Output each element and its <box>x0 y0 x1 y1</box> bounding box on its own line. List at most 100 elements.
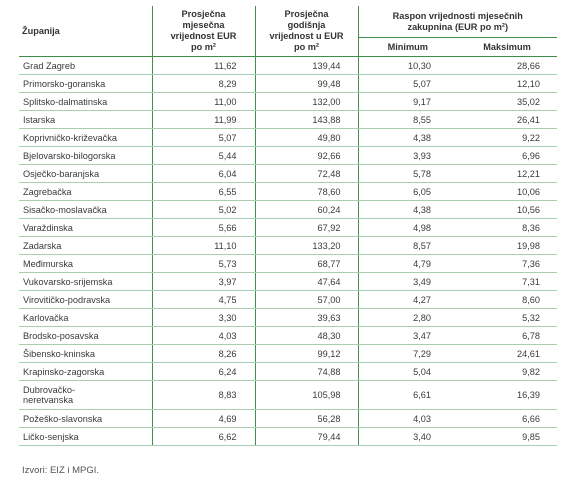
monthly-avg-value: 3,30 <box>151 308 255 327</box>
table-row: Koprivničko-križevačka 5,07 49,80 4,38 9,22 <box>19 128 558 147</box>
annual-avg-value: 92,66 <box>254 146 358 165</box>
county-name: Varaždinska <box>19 218 152 237</box>
county-name: Splitsko-dalmatinska <box>19 92 152 111</box>
table-row: Splitsko-dalmatinska 11,00 132,00 9,17 35,02 <box>19 92 558 111</box>
annual-avg-value: 74,88 <box>254 362 358 381</box>
minimum-value: 4,79 <box>357 254 457 273</box>
maximum-value: 12,10 <box>457 74 558 93</box>
annual-avg-value: 39,63 <box>254 308 358 327</box>
maximum-value: 8,60 <box>457 290 558 309</box>
monthly-avg-value: 11,62 <box>151 56 255 75</box>
maximum-value: 26,41 <box>457 110 558 129</box>
table-row: Šibensko-kninska 8,26 99,12 7,29 24,61 <box>19 344 558 363</box>
maximum-value: 9,82 <box>457 362 558 381</box>
maximum-value: 10,06 <box>457 182 558 201</box>
minimum-value: 8,55 <box>357 110 457 129</box>
monthly-avg-value: 4,69 <box>151 409 255 428</box>
monthly-avg-value: 5,07 <box>151 128 255 147</box>
monthly-avg-value: 11,10 <box>151 236 255 255</box>
annual-avg-value: 143,88 <box>254 110 358 129</box>
header-county: Županija <box>19 6 152 57</box>
annual-avg-value: 99,12 <box>254 344 358 363</box>
maximum-value: 8,36 <box>457 218 558 237</box>
county-name: Karlovačka <box>19 308 152 327</box>
minimum-value: 6,05 <box>357 182 457 201</box>
table-row: Bjelovarsko-bilogorska 5,44 92,66 3,93 6,96 <box>19 146 558 165</box>
minimum-value: 3,40 <box>357 427 457 446</box>
table-row: Međimurska 5,73 68,77 4,79 7,36 <box>19 254 558 273</box>
county-name: Istarska <box>19 110 152 129</box>
table-row: Zagrebačka 6,55 78,60 6,05 10,06 <box>19 182 558 201</box>
monthly-avg-value: 6,24 <box>151 362 255 381</box>
table-row: Požeško-slavonska 4,69 56,28 4,03 6,66 <box>19 409 558 428</box>
county-name: Ličko-senjska <box>19 427 152 446</box>
table-row: Krapinsko-zagorska 6,24 74,88 5,04 9,82 <box>19 362 558 381</box>
county-name: Sisačko-moslavačka <box>19 200 152 219</box>
minimum-value: 2,80 <box>357 308 457 327</box>
county-name: Šibensko-kninska <box>19 344 152 363</box>
maximum-value: 9,85 <box>457 427 558 446</box>
annual-avg-value: 57,00 <box>254 290 358 309</box>
table-row: Grad Zagreb 11,62 139,44 10,30 28,66 <box>19 56 558 75</box>
maximum-value: 16,39 <box>457 380 558 410</box>
annual-avg-value: 68,77 <box>254 254 358 273</box>
county-name: Zagrebačka <box>19 182 152 201</box>
table-row: Dubrovačko-neretvanska 8,83 105,98 6,61 16,3… <box>19 380 558 410</box>
annual-avg-value: 139,44 <box>254 56 358 75</box>
minimum-value: 4,38 <box>357 200 457 219</box>
table-row: Istarska 11,99 143,88 8,55 26,41 <box>19 110 558 129</box>
table-row: Zadarska 11,10 133,20 8,57 19,98 <box>19 236 558 255</box>
annual-avg-value: 79,44 <box>254 427 358 446</box>
monthly-avg-value: 4,03 <box>151 326 255 345</box>
county-name: Koprivničko-križevačka <box>19 128 152 147</box>
county-name: Primorsko-goranska <box>19 74 152 93</box>
minimum-value: 4,98 <box>357 218 457 237</box>
monthly-avg-value: 8,29 <box>151 74 255 93</box>
annual-avg-value: 99,48 <box>254 74 358 93</box>
annual-avg-value: 105,98 <box>254 380 358 410</box>
table-row: Osječko-baranjska 6,04 72,48 5,78 12,21 <box>19 164 558 183</box>
minimum-value: 5,04 <box>357 362 457 381</box>
maximum-value: 7,36 <box>457 254 558 273</box>
table-row: Varaždinska 5,66 67,92 4,98 8,36 <box>19 218 558 237</box>
monthly-avg-value: 6,04 <box>151 164 255 183</box>
header-range: Raspon vrijednosti mjesečnih zakupnina (… <box>357 6 558 38</box>
county-name: Krapinsko-zagorska <box>19 362 152 381</box>
header-monthly-avg: Prosječna mjesečna vrijednost EUR po m² <box>151 6 255 57</box>
annual-avg-value: 133,20 <box>254 236 358 255</box>
maximum-value: 10,56 <box>457 200 558 219</box>
minimum-value: 3,49 <box>357 272 457 291</box>
county-name: Brodsko-posavska <box>19 326 152 345</box>
table-row: Sisačko-moslavačka 5,02 60,24 4,38 10,56 <box>19 200 558 219</box>
county-name: Požeško-slavonska <box>19 409 152 428</box>
county-name: Međimurska <box>19 254 152 273</box>
county-name: Bjelovarsko-bilogorska <box>19 146 152 165</box>
maximum-value: 7,31 <box>457 272 558 291</box>
annual-avg-value: 47,64 <box>254 272 358 291</box>
county-name: Zadarska <box>19 236 152 255</box>
minimum-value: 4,03 <box>357 409 457 428</box>
monthly-avg-value: 3,97 <box>151 272 255 291</box>
county-name: Virovitičko-podravska <box>19 290 152 309</box>
county-name: Grad Zagreb <box>19 56 152 75</box>
monthly-avg-value: 8,26 <box>151 344 255 363</box>
maximum-value: 6,96 <box>457 146 558 165</box>
table-row: Karlovačka 3,30 39,63 2,80 5,32 <box>19 308 558 327</box>
monthly-avg-value: 6,55 <box>151 182 255 201</box>
monthly-avg-value: 5,02 <box>151 200 255 219</box>
annual-avg-value: 132,00 <box>254 92 358 111</box>
header-row: Županija Prosječna mjesečna vrijednost E… <box>19 6 558 57</box>
monthly-avg-value: 8,83 <box>151 380 255 410</box>
maximum-value: 19,98 <box>457 236 558 255</box>
monthly-avg-value: 4,75 <box>151 290 255 309</box>
county-name: Osječko-baranjska <box>19 164 152 183</box>
minimum-value: 4,27 <box>357 290 457 309</box>
monthly-avg-value: 11,00 <box>151 92 255 111</box>
table-row: Virovitičko-podravska 4,75 57,00 4,27 8,60 <box>19 290 558 309</box>
subheader-row: Minimum Maksimum <box>19 37 558 57</box>
annual-avg-value: 49,80 <box>254 128 358 147</box>
annual-avg-value: 67,92 <box>254 218 358 237</box>
annual-avg-value: 60,24 <box>254 200 358 219</box>
monthly-avg-value: 5,44 <box>151 146 255 165</box>
annual-avg-value: 78,60 <box>254 182 358 201</box>
